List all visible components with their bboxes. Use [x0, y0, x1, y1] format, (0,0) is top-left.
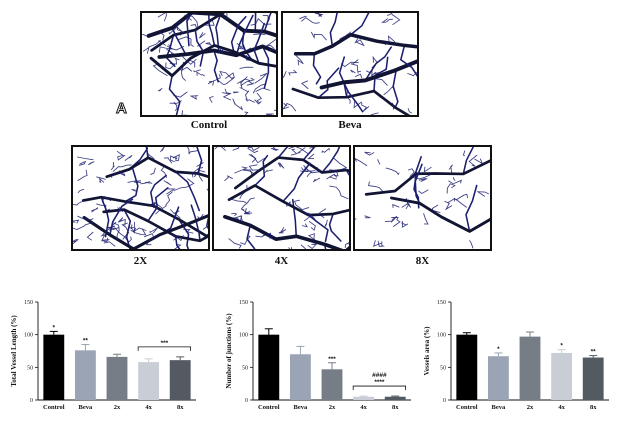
- vessel-image-4x: [214, 147, 349, 249]
- significance-mark: *: [53, 324, 56, 331]
- bar-4x: [138, 362, 160, 400]
- y-axis-label: Total Vessel Length (%): [10, 315, 18, 387]
- y-tick-label: 50: [242, 365, 248, 371]
- x-tick-label: Control: [258, 404, 280, 411]
- x-tick-label: Control: [456, 404, 478, 411]
- x-tick-label: 8x: [590, 404, 597, 411]
- bar-4x: [353, 396, 375, 400]
- bar-beva: [74, 350, 96, 400]
- bar-8x: [582, 357, 604, 400]
- image-panel-control: [140, 11, 278, 117]
- bracket-label: ****: [374, 379, 385, 386]
- y-tick-label: 50: [27, 365, 33, 371]
- vessel-network: [355, 147, 490, 249]
- significance-bracket: [352, 385, 407, 391]
- image-panel-2x: [71, 145, 210, 251]
- significance-mark: ***: [328, 356, 336, 363]
- y-tick-label: 100: [239, 333, 248, 339]
- bar-2x: [321, 369, 343, 400]
- y-tick-label: 100: [24, 333, 33, 339]
- x-tick-label: Control: [43, 404, 65, 411]
- bar-beva: [487, 356, 509, 400]
- bracket-label: ***: [161, 340, 169, 347]
- significance-mark: **: [83, 337, 89, 344]
- bar-4x: [551, 352, 573, 400]
- chart-svg-2: 0 50 100 150 Vessels area (%) Control Beva * 2x 4…: [423, 300, 609, 411]
- caption-beva: Beva: [338, 119, 362, 131]
- bar-2x: [519, 336, 541, 400]
- x-tick-label: Beva: [492, 404, 506, 411]
- x-tick-label: 2x: [114, 404, 121, 411]
- bar-control: [456, 334, 478, 400]
- y-tick-label: 0: [30, 398, 33, 404]
- caption-8x: 8X: [415, 255, 430, 267]
- bar-beva: [289, 354, 311, 400]
- bar-8x: [169, 360, 191, 400]
- y-axis-label: Number of junctions (%): [225, 313, 233, 389]
- bar-2x: [106, 356, 128, 400]
- x-tick-label: Beva: [79, 404, 93, 411]
- x-tick-label: 2x: [329, 404, 336, 411]
- x-tick-label: 8x: [177, 404, 184, 411]
- x-tick-label: 2x: [527, 404, 534, 411]
- significance-mark: **: [591, 349, 597, 356]
- bar-control: [43, 334, 65, 400]
- vessel-image-2x: [73, 147, 208, 249]
- significance-mark: *: [497, 346, 500, 353]
- y-tick-label: 50: [440, 365, 446, 371]
- vessel-image-8x: [355, 147, 490, 249]
- panel-letter: A: [116, 100, 128, 118]
- y-tick-label: 150: [437, 300, 446, 306]
- bracket-label-secondary: ####: [372, 372, 387, 379]
- caption-4x: 4X: [274, 255, 289, 267]
- chart-vessels-area: 0 50 100 150 Vessels area (%) Control Beva * 2x 4…: [413, 295, 618, 425]
- chart-total-vessel-length: 0 50 100 150 Total Vessel Length (%) Control *…: [0, 295, 205, 425]
- x-tick-label: 4x: [145, 404, 152, 411]
- vessel-image-beva: [283, 13, 417, 115]
- chart-number-of-junctions: 0 50 100 150 Number of junctions (%) Control B…: [215, 295, 420, 425]
- chart-svg-0: 0 50 100 150 Total Vessel Length (%) Control *…: [10, 300, 196, 411]
- bar-8x: [384, 396, 406, 400]
- y-tick-label: 100: [437, 333, 446, 339]
- y-tick-label: 150: [239, 300, 248, 306]
- image-panel-4x: [212, 145, 351, 251]
- caption-control: Control: [190, 119, 228, 131]
- vessel-network: [283, 13, 417, 115]
- chart-svg-1: 0 50 100 150 Number of junctions (%) Control B…: [225, 300, 411, 411]
- y-axis-label: Vessels area (%): [423, 326, 431, 376]
- x-tick-label: Beva: [294, 404, 308, 411]
- vessel-network: [142, 13, 276, 115]
- significance-bracket: [137, 346, 192, 351]
- vessel-network: [214, 147, 349, 249]
- image-panel-beva: [281, 11, 419, 117]
- y-tick-label: 0: [245, 398, 248, 404]
- x-tick-label: 8x: [392, 404, 399, 411]
- y-tick-label: 150: [24, 300, 33, 306]
- y-tick-label: 0: [443, 398, 446, 404]
- bar-control: [258, 334, 280, 400]
- x-tick-label: 4x: [360, 404, 367, 411]
- vessel-image-control: [142, 13, 276, 115]
- caption-2x: 2X: [133, 255, 148, 267]
- x-tick-label: 4x: [558, 404, 565, 411]
- significance-mark: *: [560, 343, 563, 350]
- image-panel-8x: [353, 145, 492, 251]
- vessel-network: [73, 147, 208, 249]
